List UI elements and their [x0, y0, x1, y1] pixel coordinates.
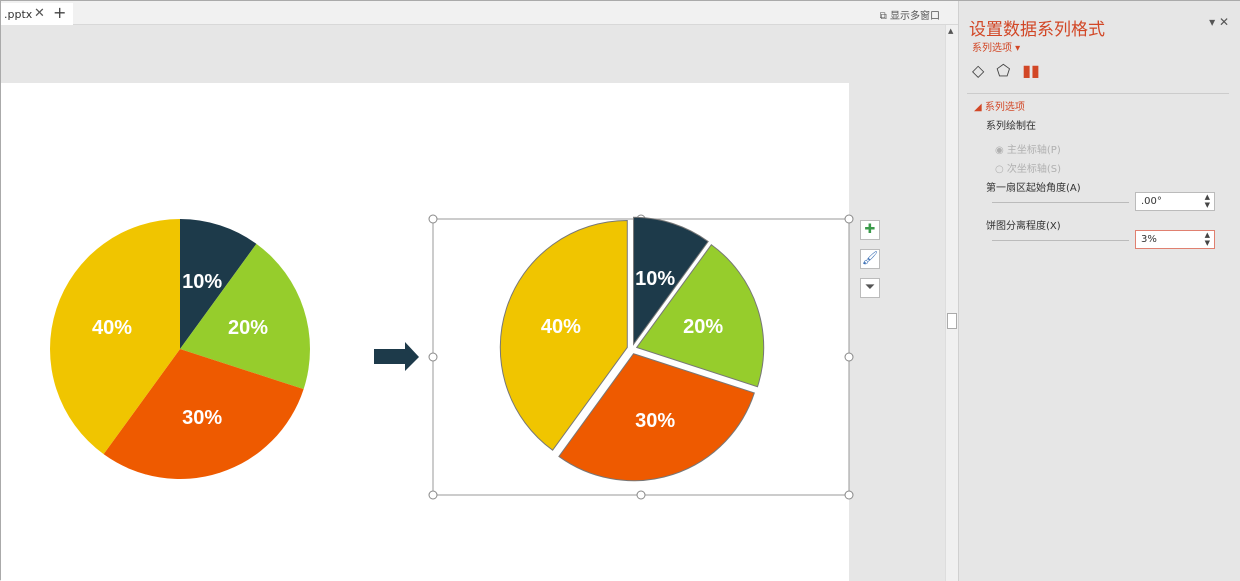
charts-layer: 10% 20% 30% 40% 10% 20% 30% 40% [49, 214, 854, 500]
explosion-value: 3% [1141, 234, 1157, 245]
first-angle-slider[interactable] [992, 202, 1129, 203]
chart-styles-button[interactable]: 🖌 [860, 249, 880, 269]
resize-handle[interactable] [428, 490, 438, 500]
first-angle-value: .00° [1141, 196, 1162, 207]
pentagon-icon[interactable]: ⬠ [996, 61, 1011, 80]
divider [967, 93, 1229, 94]
arrow-icon [374, 342, 419, 371]
data-label: 30% [182, 407, 222, 429]
secondary-axis-label: 次坐标轴(S) [1006, 164, 1062, 175]
resize-handle[interactable] [428, 352, 438, 362]
panel-menu-icon[interactable]: ▾ [1209, 15, 1216, 29]
spinner-icon[interactable]: ▲ ▼ [1204, 193, 1210, 209]
pie-slice[interactable] [49, 218, 180, 455]
explosion-label: 饼图分离程度(X) [986, 221, 1061, 232]
resize-handle[interactable] [428, 214, 438, 224]
close-panel-icon[interactable]: ✕ [1218, 15, 1229, 29]
chart-filter-button[interactable]: ⏷ [860, 278, 880, 298]
document-tab[interactable]: .pptx ✕ [1, 3, 73, 25]
explosion-slider[interactable] [992, 240, 1129, 241]
scroll-thumb[interactable] [947, 313, 957, 329]
resize-handle[interactable] [844, 352, 854, 362]
tab-label: .pptx [4, 8, 33, 21]
series-options-section[interactable]: ◢ 系列选项 [974, 102, 1025, 113]
secondary-axis-radio[interactable]: ○ 次坐标轴(S) [995, 164, 1062, 175]
data-label: 40% [92, 317, 132, 339]
chart-elements-button[interactable]: ✚ [860, 220, 880, 240]
panel-title: 设置数据系列格式 [969, 20, 1105, 40]
explosion-input[interactable]: 3% ▲ ▼ [1135, 230, 1215, 249]
pie-slice[interactable] [558, 353, 755, 482]
format-data-series-panel: 设置数据系列格式 ▾ ✕ 系列选项 ▾ ◇ ⬠ ▮▮ ◢ 系列选项 系列绘制在 ◉ … [958, 1, 1240, 581]
tab-bar: .pptx ✕ + ⧉ 显示多窗口 [1, 1, 958, 25]
pie-slice[interactable] [103, 349, 304, 480]
first-angle-label: 第一扇区起始角度(A) [986, 183, 1081, 194]
multi-window-button[interactable]: ⧉ 显示多窗口 [879, 11, 940, 22]
primary-axis-label: 主坐标轴(P) [1006, 145, 1061, 156]
multi-window-label: 显示多窗口 [890, 11, 940, 22]
plot-on-label: 系列绘制在 [986, 121, 1036, 132]
fill-bucket-icon[interactable]: ◇ [972, 61, 985, 80]
pie-slice[interactable] [635, 244, 765, 388]
close-tab-icon[interactable]: ✕ [34, 6, 45, 21]
section-label: 系列选项 [984, 102, 1025, 113]
scroll-up-icon[interactable]: ▲ [948, 27, 954, 35]
resize-handle[interactable] [844, 214, 854, 224]
vertical-scrollbar[interactable]: ▲ [945, 25, 958, 581]
pie-chart-exploded[interactable]: 10% 20% 30% 40% [499, 216, 765, 482]
data-label: 10% [182, 271, 222, 293]
resize-handle[interactable] [636, 490, 646, 500]
data-label: 40% [541, 316, 581, 338]
pie-slice[interactable] [180, 243, 310, 390]
new-tab-button[interactable]: + [53, 3, 67, 22]
first-angle-input[interactable]: .00° ▲ ▼ [1135, 192, 1215, 211]
pie-chart-original[interactable]: 10% 20% 30% 40% [49, 218, 310, 480]
data-label: 30% [635, 410, 675, 432]
pie-slice[interactable] [180, 219, 257, 349]
series-options-dropdown[interactable]: 系列选项 ▾ [972, 43, 1021, 54]
data-label: 20% [683, 316, 723, 338]
primary-axis-radio[interactable]: ◉ 主坐标轴(P) [995, 145, 1061, 156]
pie-slice[interactable] [633, 216, 709, 346]
spinner-icon[interactable]: ▲ ▼ [1204, 231, 1210, 247]
bar-chart-icon[interactable]: ▮▮ [1022, 61, 1040, 80]
data-label: 10% [635, 268, 675, 290]
pie-slice[interactable] [499, 219, 628, 451]
data-label: 20% [228, 317, 268, 339]
resize-handle[interactable] [844, 490, 854, 500]
